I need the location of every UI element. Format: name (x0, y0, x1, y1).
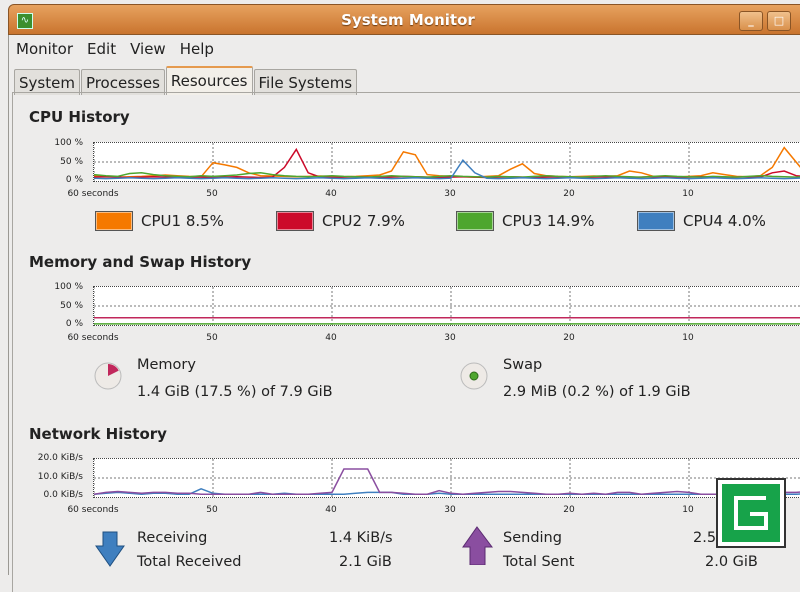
menu-view[interactable]: View (130, 40, 166, 58)
tab-bar: System Processes Resources File Systems (14, 66, 358, 95)
minimize-button[interactable]: _ (739, 11, 763, 31)
x-tick: 10 (682, 189, 694, 199)
x-tick: 10 (682, 505, 694, 515)
sending-arrow-icon[interactable] (461, 525, 493, 565)
series-line (94, 172, 800, 178)
tab-resources[interactable]: Resources (165, 66, 253, 95)
y-tick: 100 % (54, 138, 83, 148)
swap-label: Swap (503, 357, 543, 373)
cpu3-label: CPU3 (502, 212, 543, 230)
menu-monitor[interactable]: Monitor (16, 40, 74, 58)
resources-panel: CPU History 100 % 50 % 0 % CPU1 8.5% CPU… (12, 92, 800, 592)
x-tick: 40 (325, 189, 337, 199)
cpu1-label: CPU1 (141, 212, 182, 230)
cpu3-value: 14.9% (546, 212, 595, 230)
legend-cpu4: CPU4 4.0% (637, 211, 766, 231)
memory-history-title: Memory and Swap History (29, 253, 252, 271)
maximize-button[interactable]: □ (767, 11, 791, 31)
x-tick: 30 (444, 189, 456, 199)
network-graph (93, 458, 800, 498)
window-body: Monitor Edit View Help System Processes … (8, 35, 800, 592)
total-received-value: 2.1 GiB (339, 554, 392, 570)
cpu-graph (93, 142, 800, 182)
receiving-arrow-icon[interactable] (95, 530, 125, 570)
total-received-label: Total Received (137, 554, 242, 570)
tab-system[interactable]: System (14, 69, 80, 95)
y-tick: 50 % (60, 301, 83, 311)
series-line (94, 487, 800, 495)
series-line (94, 158, 800, 180)
window-title: System Monitor (341, 11, 475, 29)
cpu1-value: 8.5% (185, 212, 224, 230)
x-tick: 60 seconds (67, 505, 119, 515)
y-tick: 100 % (54, 282, 83, 292)
series-line (94, 147, 800, 179)
legend-cpu2: CPU2 7.9% (276, 211, 405, 231)
y-tick: 0 % (65, 175, 83, 185)
watermark-logo (716, 478, 786, 548)
legend-cpu3: CPU3 14.9% (456, 211, 594, 231)
x-tick: 50 (206, 333, 218, 343)
cpu-history-title: CPU History (29, 108, 130, 126)
memory-pie-icon[interactable] (93, 361, 123, 391)
sending-label: Sending (503, 530, 562, 546)
cpu4-value: 4.0% (727, 212, 766, 230)
cpu3-color-swatch[interactable] (456, 211, 494, 231)
cpu2-value: 7.9% (366, 212, 405, 230)
x-tick: 20 (563, 505, 575, 515)
x-tick: 20 (563, 189, 575, 199)
x-tick: 10 (682, 333, 694, 343)
x-tick: 50 (206, 189, 218, 199)
cpu4-color-swatch[interactable] (637, 211, 675, 231)
tab-file-systems[interactable]: File Systems (253, 69, 358, 95)
y-tick: 0.0 KiB/s (43, 490, 83, 500)
y-tick: 0 % (65, 319, 83, 329)
cpu2-color-swatch[interactable] (276, 211, 314, 231)
x-tick: 30 (444, 333, 456, 343)
total-sent-value: 2.0 GiB (705, 554, 758, 570)
menu-edit[interactable]: Edit (87, 40, 117, 58)
x-tick: 30 (444, 505, 456, 515)
x-tick: 40 (325, 333, 337, 343)
y-tick: 20.0 KiB/s (37, 453, 83, 463)
cpu4-label: CPU4 (683, 212, 724, 230)
x-tick: 20 (563, 333, 575, 343)
x-tick: 60 seconds (67, 333, 119, 343)
memory-label: Memory (137, 357, 196, 373)
memory-value: 1.4 GiB (17.5 %) of 7.9 GiB (137, 384, 333, 400)
sending-value: 2.5 (693, 530, 717, 546)
total-sent-label: Total Sent (503, 554, 575, 570)
x-tick: 50 (206, 505, 218, 515)
title-bar: ∿ System Monitor _ □ (8, 4, 800, 35)
cpu2-label: CPU2 (322, 212, 363, 230)
swap-pie-icon[interactable] (459, 361, 489, 391)
memory-graph (93, 286, 800, 326)
x-tick: 40 (325, 505, 337, 515)
series-line (94, 468, 800, 495)
cpu1-color-swatch[interactable] (95, 211, 133, 231)
menu-bar: Monitor Edit View Help (9, 35, 221, 62)
y-tick: 10.0 KiB/s (37, 472, 83, 482)
receiving-label: Receiving (137, 530, 208, 546)
swap-value: 2.9 MiB (0.2 %) of 1.9 GiB (503, 384, 691, 400)
network-history-title: Network History (29, 425, 167, 443)
tab-processes[interactable]: Processes (80, 69, 165, 95)
legend-cpu1: CPU1 8.5% (95, 211, 224, 231)
app-icon: ∿ (17, 13, 33, 29)
receiving-value: 1.4 KiB/s (329, 530, 393, 546)
menu-help[interactable]: Help (179, 40, 214, 58)
y-tick: 50 % (60, 157, 83, 167)
x-tick: 60 seconds (67, 189, 119, 199)
